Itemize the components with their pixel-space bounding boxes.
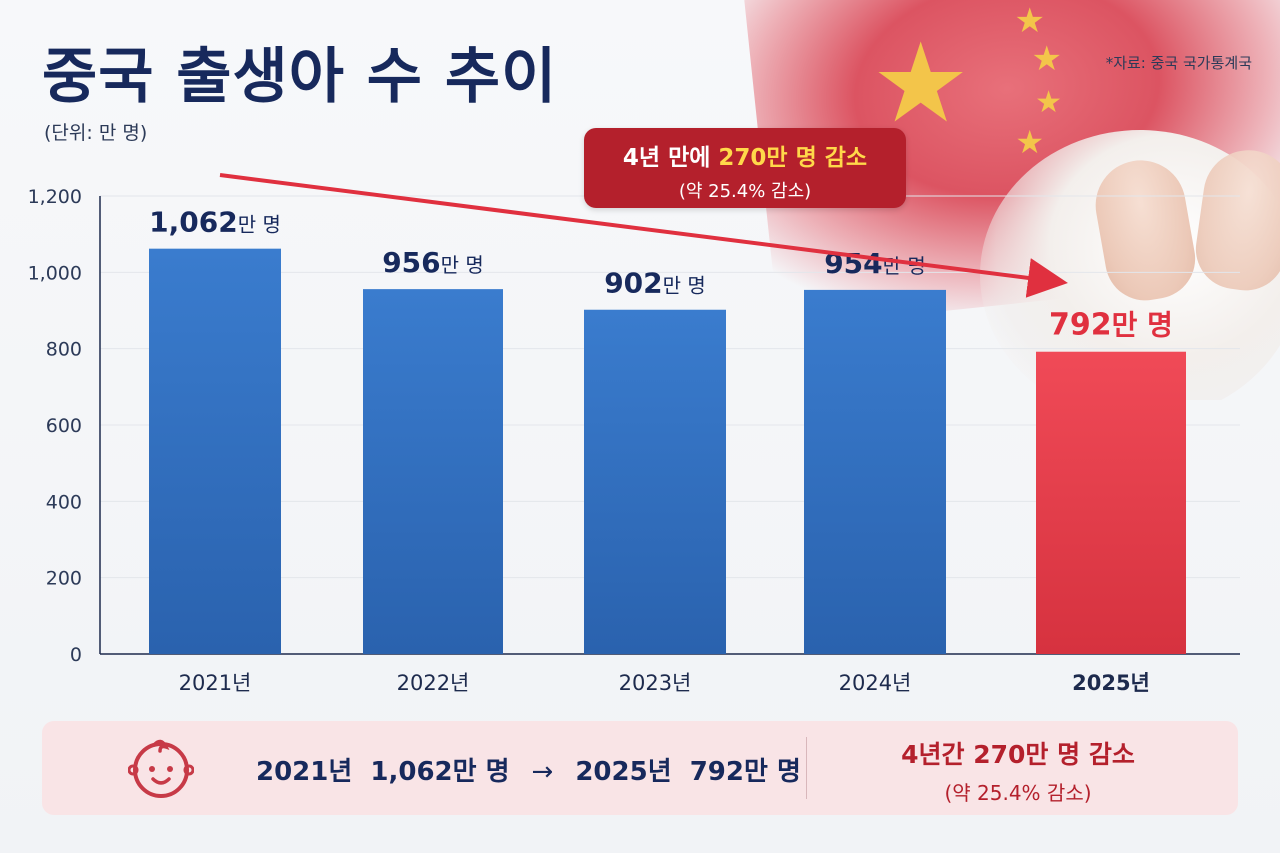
comparison-text: 2021년 1,062만 명 → 2025년 792만 명 (256, 751, 801, 788)
page-title: 중국 출생아 수 추이 (42, 42, 558, 112)
comparison-arrow: → (531, 757, 554, 787)
x-tick-label: 2022년 (397, 671, 470, 695)
bar-chart: 0 200 400 600 800 1,000 1,200 1,062만 명 956만 명 90… (28, 173, 1240, 695)
bar-2025년 (1036, 351, 1186, 654)
data-label: 902만 명 (604, 267, 706, 300)
y-tick-label: 800 (46, 339, 82, 361)
flag-star-icon: ★ (1035, 85, 1062, 120)
y-tick-label: 400 (46, 491, 82, 513)
x-tick-label: 2025년 (1072, 671, 1150, 695)
callout-highlight: 270만 명 감소 (718, 145, 868, 171)
x-tick-label: 2024년 (839, 671, 912, 695)
decrease-callout: 4년 만에 270만 명 감소 (약 25.4% 감소) (584, 128, 906, 208)
callout-percent: (약 25.4% 감소) (678, 181, 812, 202)
x-tick-label: 2021년 (179, 671, 252, 695)
unit-label: (단위: 만 명) (44, 122, 148, 144)
divider (806, 737, 807, 799)
y-tick-label: 1,200 (28, 186, 82, 208)
flag-star-icon: ★ (1031, 39, 1062, 79)
data-label: 956만 명 (382, 246, 484, 279)
comparison-from: 2021년 1,062만 명 (256, 757, 510, 787)
flag-star-icon: ★ (1014, 1, 1045, 41)
baby-face-icon (128, 739, 194, 798)
x-tick-label: 2023년 (619, 671, 692, 695)
bar-2022년 (363, 289, 503, 654)
summary-result: 4년간 270만 명 감소 (약 25.4% 감소) (808, 735, 1228, 806)
y-tick-label: 600 (46, 415, 82, 437)
summary-result-line2: (약 25.4% 감소) (944, 781, 1092, 805)
comparison-to: 2025년 792만 명 (575, 757, 801, 787)
data-label: 1,062만 명 (149, 206, 281, 239)
source-note: *자료: 중국 국가통계국 (1105, 54, 1252, 72)
trend-arrow (219, 173, 1068, 298)
y-tick-label: 1,000 (28, 262, 82, 284)
data-label: 792만 명 (1049, 308, 1173, 343)
y-tick-label: 0 (70, 644, 82, 666)
summary-result-line1: 4년간 270만 명 감소 (901, 740, 1135, 769)
y-tick-label: 200 (46, 568, 82, 590)
flag-star-icon: ★ (871, 19, 970, 147)
flag-star-icon: ★ (1015, 123, 1044, 161)
bar-2024년 (804, 289, 946, 654)
summary-bar: 2021년 1,062만 명 → 2025년 792만 명 4년간 270만 명 감… (42, 721, 1238, 815)
callout-prefix: 4년 만에 (622, 145, 719, 171)
bar-2021년 (149, 248, 281, 655)
bar-2023년 (584, 309, 726, 654)
